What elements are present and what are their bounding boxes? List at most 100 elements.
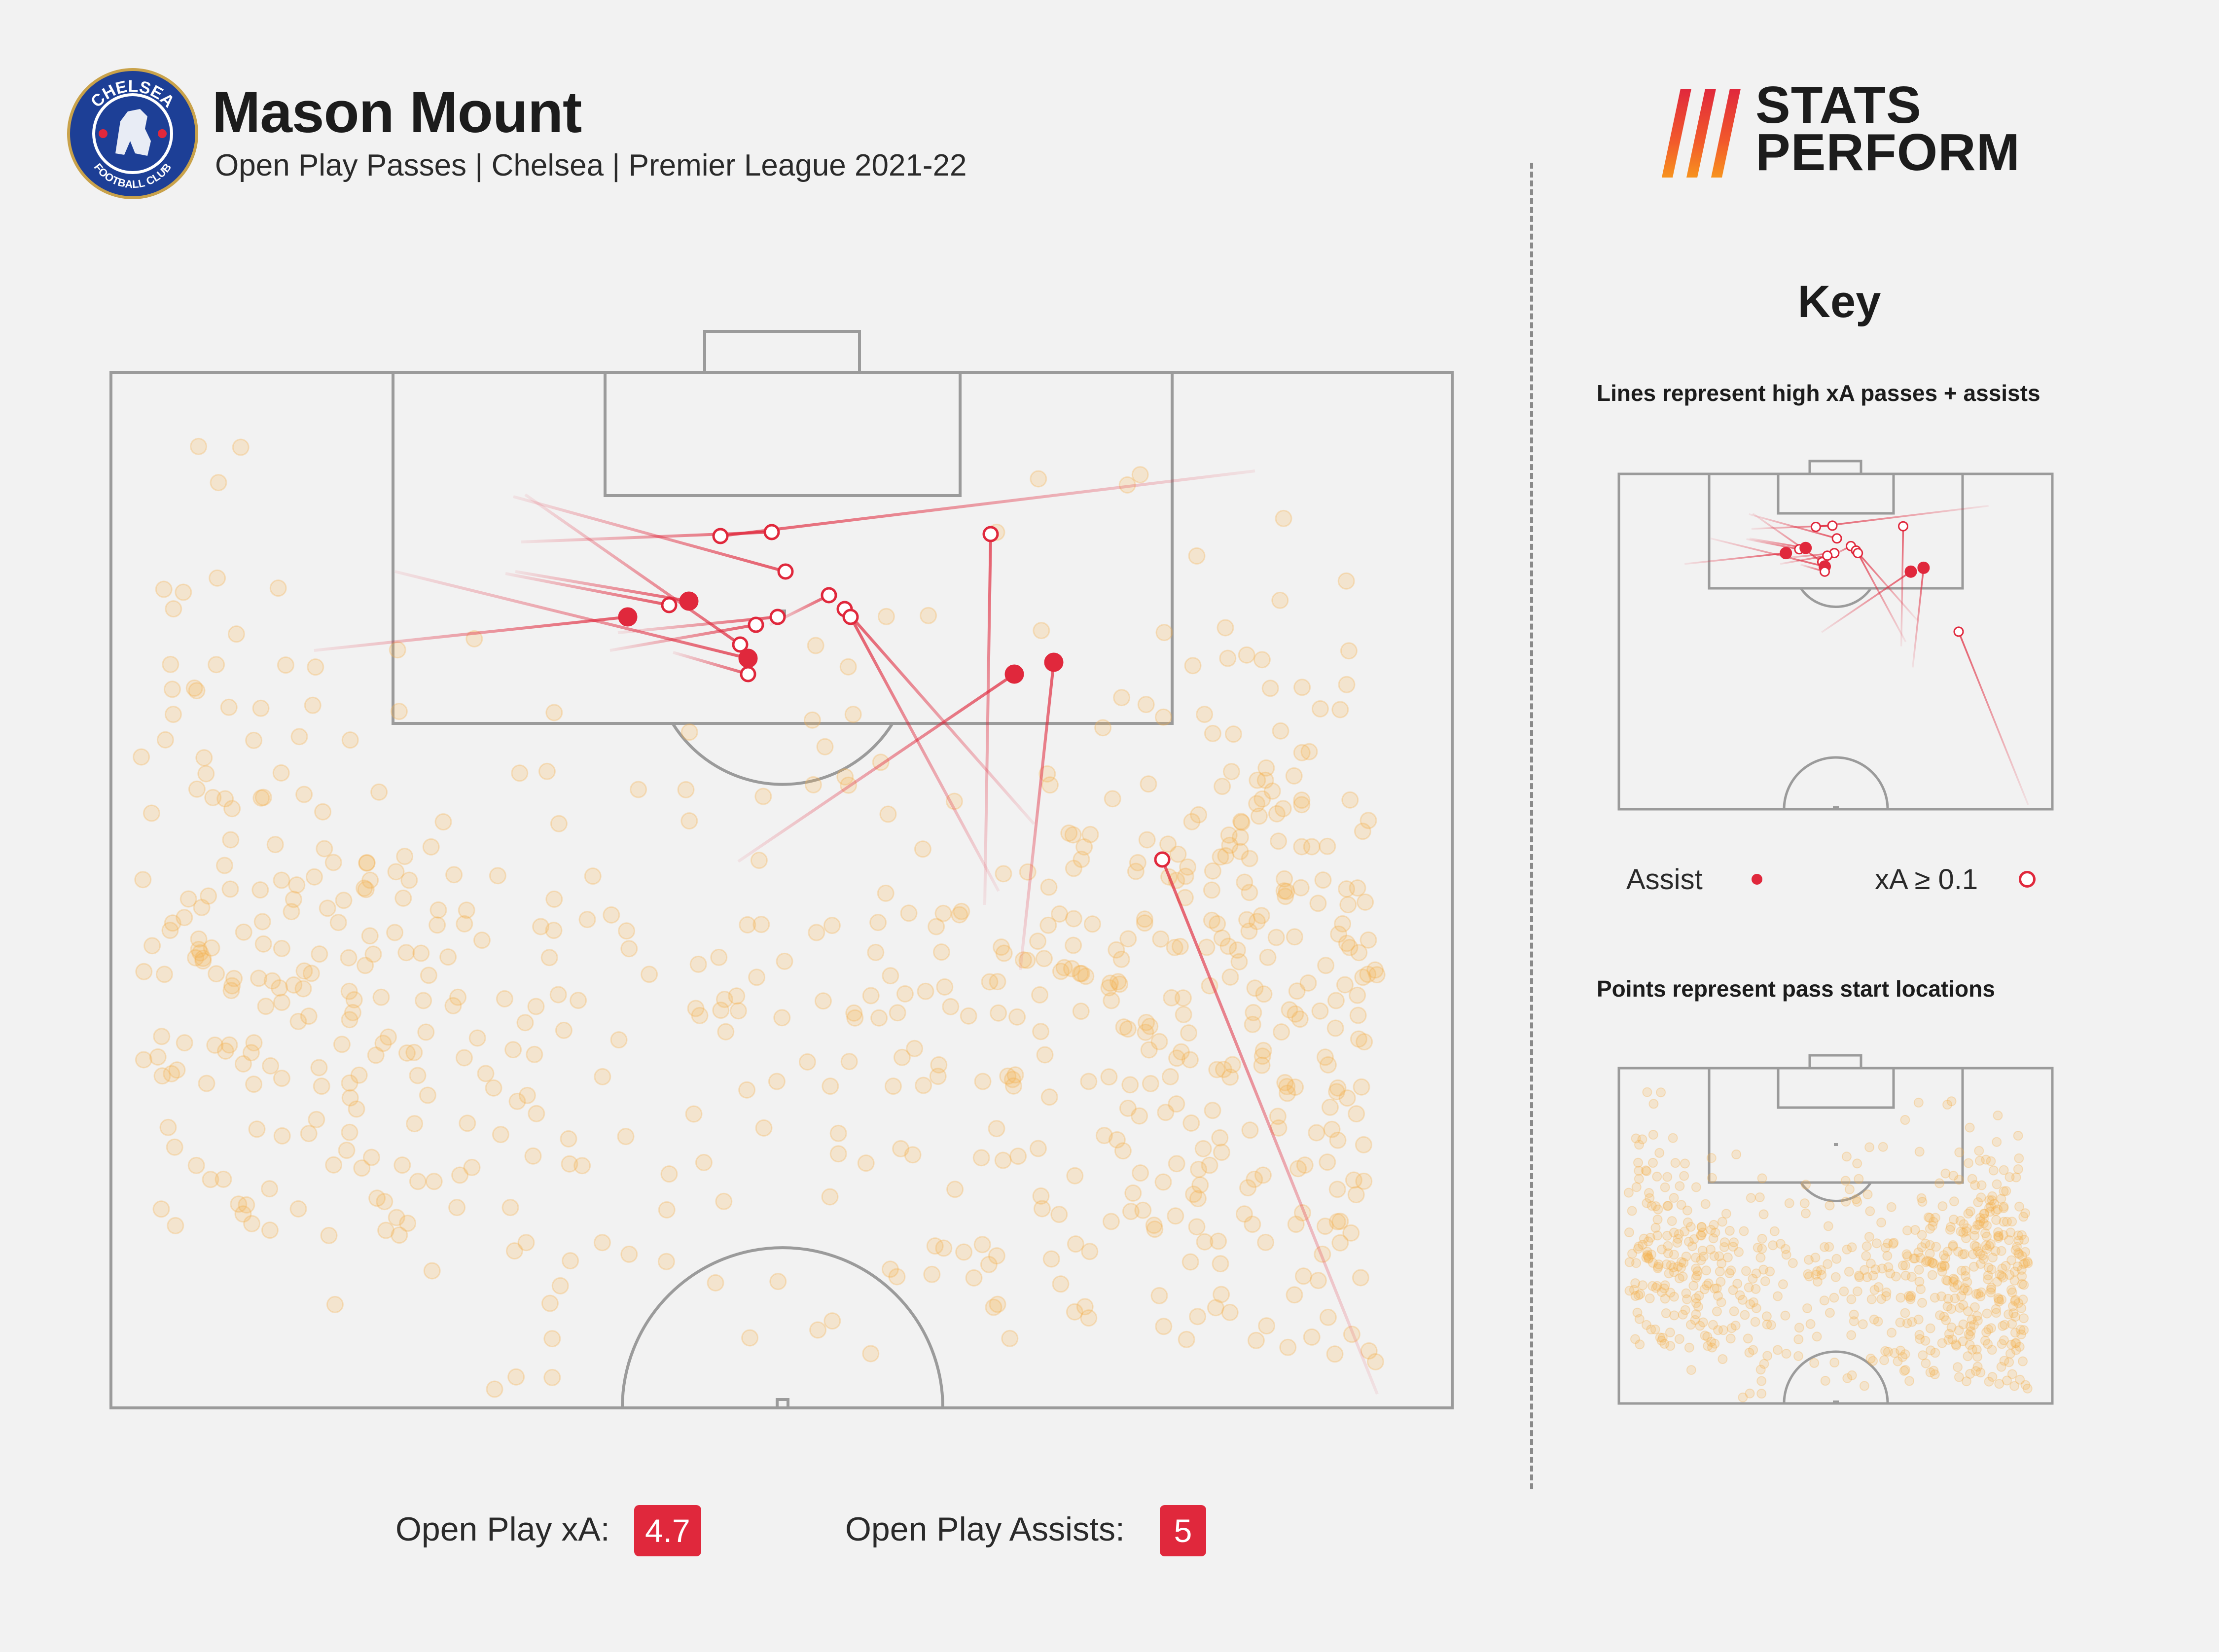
pass-start-point [1728,1242,1738,1252]
pass-start-point [1744,1347,1754,1358]
pass-start-point [545,704,563,721]
pass-start-point [1669,1267,1679,1277]
pass-start-point [839,658,857,676]
pass-start-point [1065,860,1082,877]
xa-marker [1853,548,1863,559]
pass-start-point [1239,1179,1257,1197]
pass-start-point [1973,1246,1983,1257]
pass-start-point [1682,1205,1692,1216]
pass-start-point [1634,1241,1644,1252]
pass-start-point [1338,1089,1356,1107]
xa-marker [712,528,729,544]
pass-start-point [273,871,290,889]
legend-xa-label: xA ≥ 0.1 [1875,863,1978,896]
pass-start-point [273,1070,290,1087]
pass-start-point [1996,1246,2006,1256]
pass-start-point [715,1192,733,1210]
pass-start-point [1925,1213,1935,1223]
pass-start-point [517,1234,535,1252]
pass-start-point [234,1205,252,1223]
pass-start-point [230,1195,248,1213]
pass-start-point [1633,1244,1643,1254]
pass-start-point [1973,1289,1984,1299]
xa-marker [982,526,999,542]
pass-start-point [1697,1246,1708,1256]
pass-start-point [1674,1229,1684,1239]
pass-start-point [1042,1250,1060,1268]
pass-start-point [1937,1338,1947,1348]
pass-start-point [1942,1276,1953,1286]
pass-start-point [2020,1380,2031,1390]
pass-start-point [1852,1197,1862,1207]
pass-start-point [1722,1252,1733,1262]
pass-start-point [1321,1098,1339,1116]
pass-start-point [2006,1255,2017,1265]
pass-start-point [451,1166,469,1184]
pass-start-point [1326,1345,1344,1363]
pass-start-point [1630,1334,1640,1344]
pass-start-point [1719,1242,1729,1252]
pass-start-point [1129,854,1146,871]
pass-start-point [252,789,270,807]
pass-start-point [1965,1340,1975,1350]
pass-start-point [1953,1362,1963,1372]
pass-start-point [163,1065,180,1082]
pass-start-point [1768,1240,1778,1251]
pass-start-point [1293,744,1311,761]
pass-start-point [1744,1282,1754,1293]
pass-start-point [1008,1008,1026,1026]
key-pass-line [1161,859,1379,1395]
pass-start-point [862,1345,880,1363]
pass-start-point [1211,1129,1229,1147]
pass-start-point [2022,1257,2033,1267]
pass-start-point [1366,1353,1384,1370]
pass-start-point [1368,966,1386,984]
pass-start-point [1993,1231,2003,1241]
pass-start-point [1624,1227,1634,1238]
pass-start-point [906,1040,924,1057]
pass-start-point [1985,1207,1995,1217]
pass-start-point [946,1181,964,1198]
pass-start-point [1914,1329,1925,1340]
pass-start-point [285,891,302,908]
pass-start-point [1659,1339,1670,1349]
pass-start-point [1709,1220,1719,1230]
pass-start-point [311,945,328,963]
pass-start-point [1895,1317,1905,1328]
pass-start-point [1741,1266,1751,1276]
pass-start-point [1319,1056,1337,1074]
pass-start-point [707,1274,724,1292]
pass-start-point [2004,1357,2014,1367]
pass-start-point [823,1312,841,1330]
pass-start-point [2007,1319,2017,1329]
pass-start-point [1669,1227,1679,1238]
pass-start-point [687,1000,705,1017]
pass-start-point [2011,1172,2021,1183]
assist-marker [1917,561,1930,574]
pass-start-point [900,904,918,922]
xa-marker [661,597,678,613]
pass-start-point [1765,1266,1775,1277]
pass-start-point [1688,1281,1699,1291]
pass-start-point [1844,1184,1855,1194]
pass-start-point [1232,813,1250,830]
pass-start-point [1975,1367,1986,1378]
pass-start-point [809,1321,827,1339]
pass-start-point [153,1028,171,1045]
pass-start-point [1920,1335,1931,1346]
pass-start-point [319,899,336,917]
pitch-markings [109,330,1454,1409]
pass-start-point [1794,1323,1804,1333]
pass-start-point [527,998,545,1015]
pass-start-point [1248,795,1266,813]
pass-start-point [1166,938,1183,956]
pass-start-point [1724,1225,1735,1236]
pass-start-point [341,1011,358,1029]
pass-start-point [1644,1254,1654,1264]
pass-start-point [1327,992,1345,1009]
pass-start-point [390,703,408,720]
pass-start-point [1634,1140,1644,1150]
pass-start-point [1999,1217,2009,1227]
pass-start-point [1178,1330,1195,1348]
pass-start-point [209,569,226,587]
